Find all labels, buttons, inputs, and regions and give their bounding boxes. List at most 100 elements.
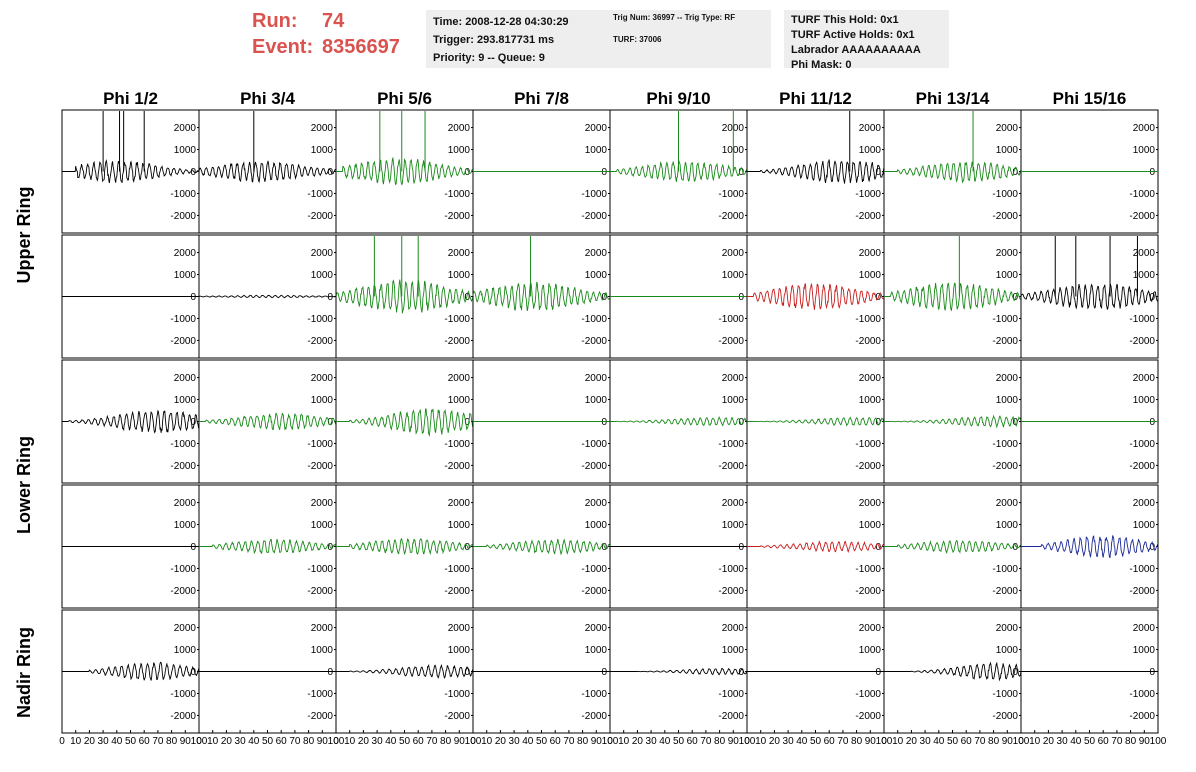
- y-tick-label: 2000: [174, 498, 197, 509]
- x-tick-label: 90: [865, 736, 877, 747]
- x-tick-label: 70: [152, 736, 164, 747]
- y-tick-label: 0: [1012, 542, 1018, 553]
- y-tick-label: 1000: [996, 270, 1019, 281]
- y-tick-label: -1000: [855, 689, 881, 700]
- x-tick-label: 100: [1150, 736, 1167, 747]
- column-title: Phi 13/14: [916, 89, 990, 108]
- turf-active-holds-text: TURF Active Holds: 0x1: [791, 29, 915, 41]
- y-tick-label: -2000: [992, 711, 1018, 722]
- y-tick-label: -1000: [855, 439, 881, 450]
- x-tick-label: 100: [191, 736, 208, 747]
- y-tick-label: 2000: [448, 623, 471, 634]
- waveform-trace: [747, 282, 885, 310]
- y-tick-label: -1000: [444, 689, 470, 700]
- y-tick-label: 1000: [174, 395, 197, 406]
- y-tick-label: 0: [190, 542, 196, 553]
- y-tick-label: 2000: [996, 623, 1019, 634]
- row-group-label: Upper Ring: [14, 187, 34, 284]
- y-tick-label: 1000: [722, 270, 745, 281]
- y-tick-label: 2000: [859, 373, 882, 384]
- waveform-trace: [198, 160, 337, 184]
- x-tick-label: 30: [1057, 736, 1069, 747]
- y-tick-label: -2000: [1129, 211, 1155, 222]
- x-tick-label: 30: [783, 736, 795, 747]
- x-tick-label: 30: [98, 736, 110, 747]
- x-tick-label: 70: [1111, 736, 1123, 747]
- waveform-trace: [335, 279, 474, 314]
- row-group-label: Nadir Ring: [14, 627, 34, 718]
- row-group-label: Lower Ring: [14, 436, 34, 534]
- y-tick-label: -2000: [307, 211, 333, 222]
- y-tick-label: -2000: [718, 336, 744, 347]
- x-tick-label: 100: [328, 736, 345, 747]
- waveform-trace: [472, 281, 611, 311]
- waveform-trace: [198, 294, 337, 299]
- y-tick-label: 0: [327, 292, 333, 303]
- y-tick-label: 2000: [585, 498, 608, 509]
- x-tick-label: 0: [881, 736, 887, 747]
- x-tick-label: 0: [333, 736, 339, 747]
- waveform-trace: [473, 538, 611, 556]
- x-tick-label: 90: [728, 736, 740, 747]
- y-tick-label: -2000: [444, 586, 470, 597]
- y-tick-label: 1000: [722, 520, 745, 531]
- y-tick-label: -2000: [855, 336, 881, 347]
- y-tick-label: -2000: [444, 336, 470, 347]
- x-tick-label: 20: [84, 736, 96, 747]
- x-tick-label: 10: [481, 736, 493, 747]
- y-tick-label: 1000: [311, 395, 334, 406]
- x-tick-label: 70: [426, 736, 438, 747]
- y-tick-label: 0: [1149, 417, 1155, 428]
- x-tick-label: 0: [1018, 736, 1024, 747]
- y-tick-label: 0: [738, 542, 744, 553]
- y-tick-label: -2000: [170, 586, 196, 597]
- y-tick-label: 2000: [448, 498, 471, 509]
- waveform-trace: [747, 159, 885, 184]
- x-tick-label: 80: [577, 736, 589, 747]
- y-tick-label: -1000: [718, 439, 744, 450]
- y-tick-label: -2000: [1129, 586, 1155, 597]
- x-tick-label: 70: [700, 736, 712, 747]
- run-value: 74: [322, 10, 345, 32]
- turf-this-hold-text: TURF This Hold: 0x1: [791, 14, 899, 26]
- x-tick-label: 30: [235, 736, 247, 747]
- y-tick-label: 1000: [1133, 395, 1156, 406]
- y-tick-label: -1000: [444, 314, 470, 325]
- y-tick-label: -2000: [855, 586, 881, 597]
- y-tick-label: 2000: [996, 123, 1019, 134]
- x-tick-label: 70: [837, 736, 849, 747]
- time-info-box: Time: 2008-12-28 04:30:29 Trigger: 293.8…: [426, 10, 617, 68]
- x-tick-label: 50: [673, 736, 685, 747]
- waveform-trace: [884, 161, 1022, 184]
- y-tick-label: -1000: [855, 314, 881, 325]
- x-tick-label: 30: [646, 736, 658, 747]
- y-tick-label: 0: [1149, 667, 1155, 678]
- y-tick-label: -2000: [718, 461, 744, 472]
- y-tick-label: 1000: [311, 270, 334, 281]
- y-tick-label: 0: [875, 667, 881, 678]
- y-tick-label: -1000: [581, 189, 607, 200]
- x-tick-label: 20: [769, 736, 781, 747]
- y-tick-label: 2000: [448, 248, 471, 259]
- column-title: Phi 9/10: [646, 89, 710, 108]
- y-tick-label: 0: [738, 292, 744, 303]
- waveform-trace: [747, 540, 884, 554]
- y-tick-label: 2000: [996, 248, 1019, 259]
- x-tick-label: 10: [344, 736, 356, 747]
- y-tick-label: 2000: [1133, 623, 1156, 634]
- y-tick-label: 1000: [1133, 145, 1156, 156]
- x-tick-label: 20: [632, 736, 644, 747]
- y-tick-label: 0: [464, 167, 470, 178]
- x-tick-label: 70: [563, 736, 575, 747]
- x-tick-label: 40: [248, 736, 260, 747]
- y-tick-label: 2000: [585, 248, 608, 259]
- turf-info-box: TURF This Hold: 0x1 TURF Active Holds: 0…: [784, 10, 949, 71]
- column-title: Phi 7/8: [514, 89, 569, 108]
- y-tick-label: -2000: [307, 711, 333, 722]
- x-tick-label: 60: [550, 736, 562, 747]
- trigger-text: Trigger: 293.817731 ms: [433, 34, 555, 46]
- x-tick-label: 80: [988, 736, 1000, 747]
- y-tick-label: 1000: [859, 270, 882, 281]
- y-tick-label: 2000: [311, 373, 334, 384]
- y-tick-label: 1000: [174, 145, 197, 156]
